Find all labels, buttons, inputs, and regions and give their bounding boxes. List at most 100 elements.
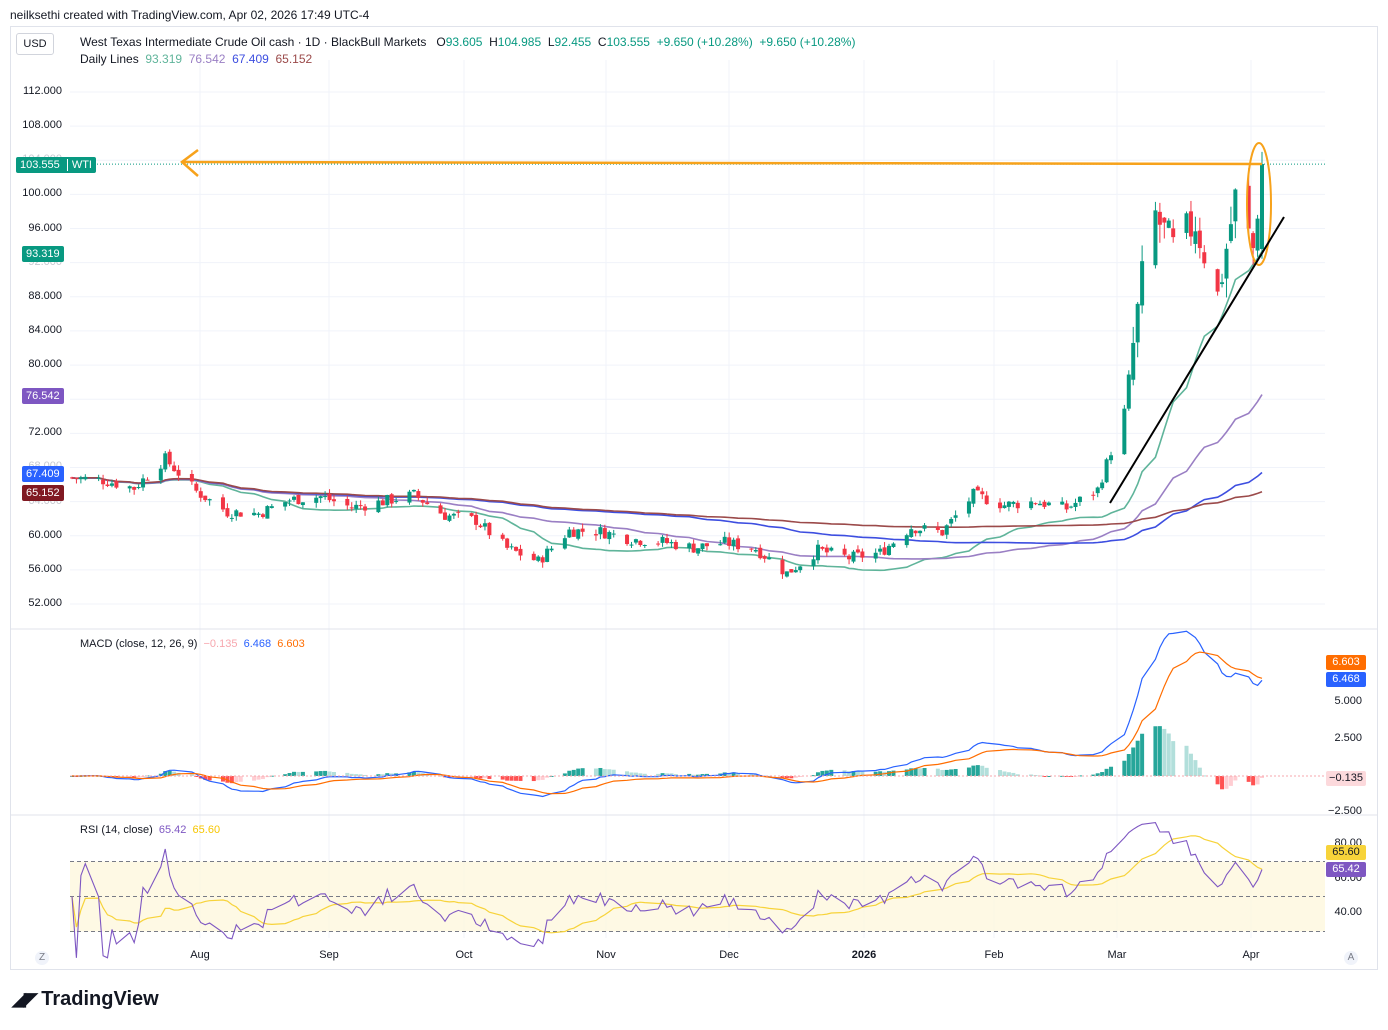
high-label: H [489, 35, 498, 49]
macd-histogram-bar [665, 773, 669, 776]
indicator-name[interactable]: Daily Lines [80, 52, 139, 66]
candle-body [478, 525, 483, 528]
macd-histogram-bar [407, 772, 412, 776]
candle-body [1104, 459, 1109, 483]
macd-title[interactable]: MACD (close, 12, 26, 9) [80, 638, 198, 650]
close-label: C [597, 35, 607, 49]
candle-body [109, 483, 114, 486]
candle-body [851, 551, 856, 562]
macd-histogram-bar [1246, 776, 1251, 782]
candle-body [1002, 505, 1007, 509]
candle-body [545, 548, 550, 562]
candle-body [296, 494, 301, 505]
macd-histogram-bar [700, 774, 705, 776]
candle-body [101, 479, 106, 485]
candle-body [949, 518, 954, 524]
rsi-value: 65.42 [158, 824, 187, 836]
candle-body [189, 473, 194, 482]
candle-body [593, 534, 598, 536]
candle-body [345, 499, 350, 506]
candle-body [500, 534, 505, 539]
candle-body [1246, 185, 1251, 229]
macd-histogram-bar [1171, 741, 1176, 776]
symbol-title[interactable]: West Texas Intermediate Crude Oil cash ·… [80, 35, 427, 49]
macd-histogram-bar [611, 769, 616, 776]
rsi-axis-40: 40.00 [1334, 906, 1362, 918]
time-label-mar: Mar [1107, 949, 1127, 961]
candle-body [363, 506, 368, 511]
candle-body [1033, 503, 1038, 505]
macd-histogram-bar [673, 774, 678, 776]
candle-body [567, 529, 572, 538]
candle-body [602, 528, 607, 539]
candle-body [736, 538, 741, 550]
macd-axis-neg2.5: −2.500 [1328, 805, 1362, 817]
macd-histogram-bar [598, 767, 603, 776]
macd-histogram-bar [385, 773, 390, 776]
price-tick-label: 84.000 [28, 323, 62, 336]
macd-histogram-bar [891, 770, 896, 776]
candle-body [1046, 502, 1051, 506]
macd-histogram-bar [1228, 776, 1233, 786]
currency-button[interactable]: USD [16, 33, 54, 55]
macd-histogram-bar [815, 772, 820, 776]
candle-body [1251, 233, 1256, 249]
candle-body [642, 545, 647, 547]
macd-histogram-bar [1126, 754, 1131, 776]
macd-histogram-bar [1011, 772, 1016, 776]
ma50-badge: 76.542 [22, 388, 64, 404]
candle-body [327, 493, 332, 501]
candle-body [265, 506, 270, 519]
candle-body [394, 501, 399, 503]
candle-body [1073, 502, 1078, 508]
macd-histogram-bar [562, 773, 567, 776]
macd-histogram-bar [749, 773, 754, 776]
candle-body [811, 559, 816, 567]
candle-body [904, 535, 909, 546]
candle-body [1100, 482, 1105, 489]
macd-histogram-bar [256, 776, 261, 780]
rsi-legend: RSI (14, close) 65.42 65.60 [80, 824, 220, 836]
macd-histogram-bar [1153, 726, 1158, 776]
time-label-dec: Dec [719, 949, 739, 961]
candle-body [1006, 501, 1011, 507]
macd-histogram-bar [300, 771, 305, 776]
macd-histogram-bar [731, 772, 736, 776]
macd-histogram-bar [1109, 766, 1114, 776]
candle-body [687, 543, 692, 549]
macd-histogram-bar [820, 770, 825, 776]
price-tick-label: 108.000 [22, 119, 62, 132]
macd-histogram-bar [1251, 776, 1256, 786]
rsi-title[interactable]: RSI (14, close) [80, 824, 153, 836]
macd-histogram-bar [469, 776, 474, 778]
macd-histogram-bar [1029, 774, 1034, 776]
macd-histogram-bar [283, 774, 288, 776]
macd-histogram-bar [163, 771, 168, 776]
ma200-value: 65.152 [275, 52, 313, 66]
candle-body [762, 556, 767, 559]
candle-body [718, 544, 723, 546]
macd-histogram-bar [323, 770, 328, 776]
candle-body [198, 491, 203, 498]
macd-histogram-bar [531, 776, 536, 782]
candle-body [749, 548, 754, 550]
candle-body [891, 543, 896, 548]
rsi-line [71, 822, 1263, 959]
macd-histogram-bar [287, 773, 292, 776]
candle-body [256, 513, 261, 515]
candle-body [114, 481, 119, 488]
macd-histogram-bar [318, 771, 323, 776]
candle-body [96, 477, 101, 479]
price-tick-label: 60.000 [28, 528, 62, 541]
price-tick-label: 96.000 [28, 221, 62, 234]
log-scale-toggle[interactable]: Z [35, 951, 49, 965]
candle-body [1042, 501, 1047, 507]
candle-body [536, 556, 541, 561]
auto-scale-toggle[interactable]: A [1344, 951, 1358, 965]
candle-body [1153, 210, 1158, 266]
annotation-arrow-head [180, 149, 199, 177]
price-tick-label: 80.000 [28, 358, 62, 371]
macd-histogram-bar [376, 774, 381, 776]
candle-body [234, 510, 239, 517]
